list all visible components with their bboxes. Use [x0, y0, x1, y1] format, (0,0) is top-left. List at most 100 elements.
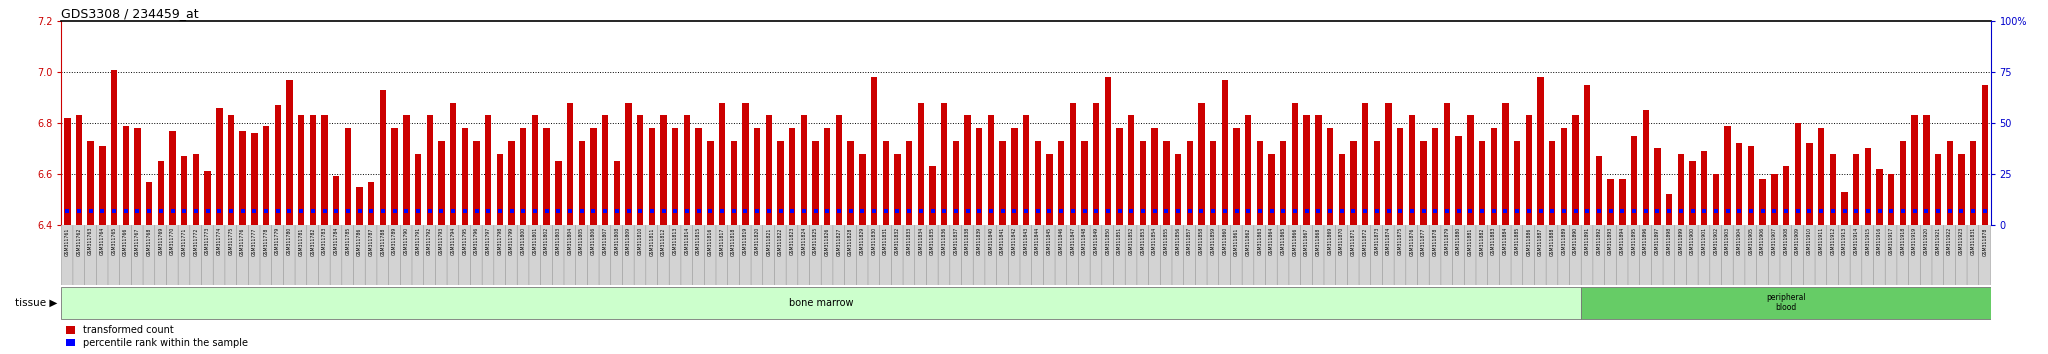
Point: [1536, 208, 1569, 213]
Bar: [940, 103, 948, 225]
Text: GSM311893: GSM311893: [1608, 227, 1614, 255]
Point: [203, 208, 236, 213]
FancyBboxPatch shape: [1827, 223, 1839, 287]
Text: GSM311862: GSM311862: [1245, 227, 1251, 256]
Point: [578, 208, 610, 213]
Bar: [649, 128, 655, 225]
Bar: [1970, 141, 1976, 225]
Bar: [965, 115, 971, 225]
Text: GSM311854: GSM311854: [1153, 227, 1157, 255]
Point: [262, 208, 295, 213]
Text: GSM311778: GSM311778: [264, 227, 268, 256]
FancyBboxPatch shape: [1921, 223, 1933, 287]
Point: [1174, 208, 1206, 213]
Bar: [61, 287, 1581, 319]
FancyBboxPatch shape: [799, 223, 809, 287]
Bar: [1724, 126, 1731, 225]
Point: [1303, 208, 1335, 213]
FancyBboxPatch shape: [786, 223, 799, 287]
Text: GSM311888: GSM311888: [1550, 227, 1554, 256]
FancyBboxPatch shape: [238, 223, 248, 287]
Point: [811, 208, 844, 213]
Point: [963, 208, 995, 213]
Point: [670, 208, 702, 213]
Bar: [98, 146, 106, 225]
Bar: [1176, 154, 1182, 225]
Text: GSM311835: GSM311835: [930, 227, 936, 255]
Bar: [473, 141, 479, 225]
FancyBboxPatch shape: [518, 223, 528, 287]
Text: bone marrow: bone marrow: [788, 298, 854, 308]
FancyBboxPatch shape: [295, 223, 307, 287]
FancyBboxPatch shape: [1055, 223, 1067, 287]
Bar: [848, 141, 854, 225]
Bar: [719, 103, 725, 225]
Point: [285, 208, 317, 213]
Bar: [1595, 156, 1602, 225]
Bar: [1864, 148, 1872, 225]
Text: GSM311906: GSM311906: [1759, 227, 1765, 255]
FancyBboxPatch shape: [680, 223, 692, 287]
FancyBboxPatch shape: [412, 223, 424, 287]
Bar: [1513, 141, 1520, 225]
Text: GSM311809: GSM311809: [627, 227, 631, 255]
Bar: [684, 115, 690, 225]
Text: GSM311897: GSM311897: [1655, 227, 1661, 256]
Bar: [614, 161, 621, 225]
Point: [1898, 208, 1931, 213]
Text: GSM311919: GSM311919: [1913, 227, 1917, 255]
Text: GSM311873: GSM311873: [1374, 227, 1378, 256]
Bar: [369, 182, 375, 225]
Text: GSM311798: GSM311798: [498, 227, 502, 256]
Bar: [766, 115, 772, 225]
FancyBboxPatch shape: [1477, 223, 1489, 287]
Bar: [1315, 115, 1321, 225]
Bar: [1409, 115, 1415, 225]
FancyBboxPatch shape: [1067, 223, 1079, 287]
Bar: [930, 166, 936, 225]
Point: [635, 208, 668, 213]
Point: [915, 208, 948, 213]
FancyBboxPatch shape: [856, 223, 868, 287]
Point: [1665, 208, 1698, 213]
Bar: [180, 156, 188, 225]
FancyBboxPatch shape: [307, 223, 319, 287]
Point: [1722, 208, 1755, 213]
FancyBboxPatch shape: [190, 223, 203, 287]
Text: GSM311763: GSM311763: [88, 227, 92, 256]
Bar: [1526, 115, 1532, 225]
Bar: [788, 128, 795, 225]
FancyBboxPatch shape: [1581, 223, 1593, 287]
Point: [1747, 208, 1780, 213]
Text: GSM311801: GSM311801: [532, 227, 537, 256]
Text: GSM311815: GSM311815: [696, 227, 700, 256]
Text: GSM311885: GSM311885: [1516, 227, 1520, 256]
FancyBboxPatch shape: [1020, 223, 1032, 287]
Text: GSM311838: GSM311838: [965, 227, 971, 256]
Point: [1477, 208, 1509, 213]
Point: [1466, 208, 1499, 213]
Point: [682, 208, 715, 213]
Text: GSM311879: GSM311879: [1444, 227, 1450, 256]
FancyBboxPatch shape: [1663, 223, 1675, 287]
Bar: [1702, 151, 1708, 225]
FancyBboxPatch shape: [1323, 223, 1335, 287]
Bar: [1737, 143, 1743, 225]
FancyBboxPatch shape: [494, 223, 506, 287]
Bar: [1784, 166, 1790, 225]
FancyBboxPatch shape: [365, 223, 377, 287]
Point: [1372, 208, 1405, 213]
FancyBboxPatch shape: [330, 223, 342, 287]
Text: GSM311895: GSM311895: [1632, 227, 1636, 255]
Point: [1069, 208, 1102, 213]
FancyBboxPatch shape: [1593, 223, 1606, 287]
FancyBboxPatch shape: [459, 223, 471, 287]
Text: GSM311863: GSM311863: [1257, 227, 1262, 256]
Point: [1208, 208, 1241, 213]
Text: GSM311767: GSM311767: [135, 227, 139, 256]
Point: [799, 208, 831, 213]
Point: [659, 208, 692, 213]
Bar: [1303, 115, 1311, 225]
FancyBboxPatch shape: [109, 223, 121, 287]
Bar: [391, 128, 397, 225]
